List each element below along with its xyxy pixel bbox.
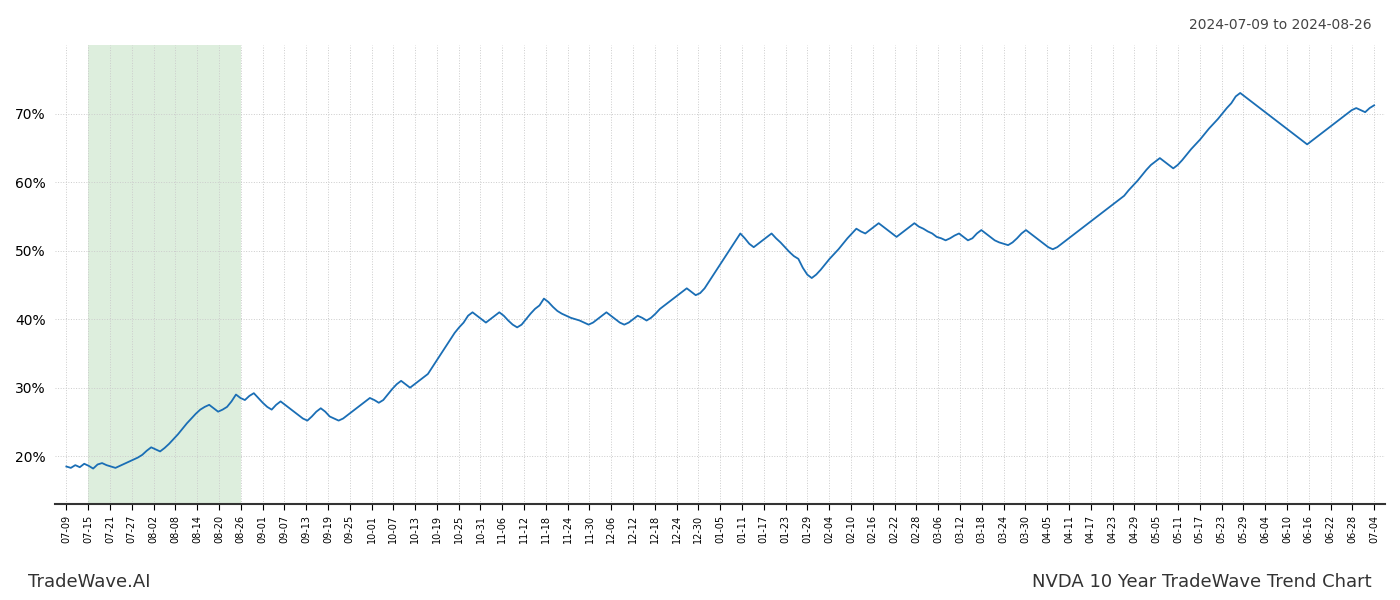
Text: 2024-07-09 to 2024-08-26: 2024-07-09 to 2024-08-26 (1190, 18, 1372, 32)
Text: TradeWave.AI: TradeWave.AI (28, 573, 151, 591)
Text: NVDA 10 Year TradeWave Trend Chart: NVDA 10 Year TradeWave Trend Chart (1032, 573, 1372, 591)
Bar (88, 45, 241, 504)
